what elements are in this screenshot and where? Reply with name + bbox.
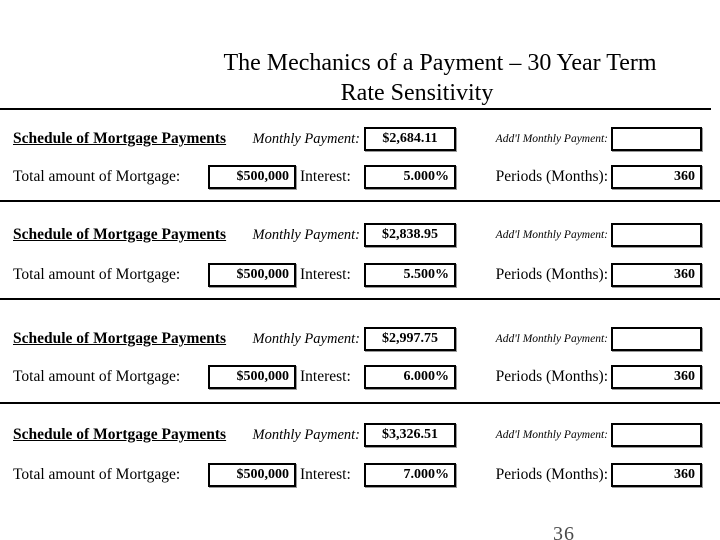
addl-payment-field	[611, 223, 702, 247]
monthly-payment-label: Monthly Payment:	[252, 131, 360, 147]
mortgage-value: $500,000	[208, 463, 296, 487]
addl-payment-field	[611, 127, 702, 151]
interest-label: Interest:	[300, 466, 351, 483]
monthly-payment-label: Monthly Payment:	[252, 331, 360, 347]
schedule-header: Schedule of Mortgage Payments	[13, 130, 227, 147]
addl-payment-field	[611, 327, 702, 351]
periods-label: Periods (Months):	[495, 266, 608, 283]
monthly-payment-value: $3,326.51	[364, 423, 456, 447]
addl-payment-field	[611, 423, 702, 447]
page-number: 36	[553, 523, 575, 540]
slide-title-line1: The Mechanics of a Payment – 30 Year Ter…	[223, 50, 657, 76]
mortgage-value: $500,000	[208, 365, 296, 389]
interest-value: 7.000%	[364, 463, 456, 487]
interest-value: 5.000%	[364, 165, 456, 189]
schedule-header: Schedule of Mortgage Payments	[13, 330, 227, 347]
interest-value: 6.000%	[364, 365, 456, 389]
addl-payment-label: Add'l Monthly Payment:	[495, 229, 608, 241]
schedule-header: Schedule of Mortgage Payments	[13, 226, 227, 243]
interest-value: 5.500%	[364, 263, 456, 287]
addl-payment-label: Add'l Monthly Payment:	[495, 429, 608, 441]
rate-section-5000: Schedule of Mortgage Payments Monthly Pa…	[0, 120, 720, 202]
monthly-payment-label: Monthly Payment:	[252, 427, 360, 443]
rate-section-6000: Schedule of Mortgage Payments Monthly Pa…	[0, 300, 720, 404]
mortgage-value: $500,000	[208, 165, 296, 189]
total-mortgage-label: Total amount of Mortgage:	[13, 168, 181, 185]
periods-value: 360	[611, 263, 702, 287]
title-underline	[0, 108, 711, 110]
interest-label: Interest:	[300, 168, 351, 185]
total-mortgage-label: Total amount of Mortgage:	[13, 368, 181, 385]
periods-label: Periods (Months):	[495, 466, 608, 483]
periods-value: 360	[611, 463, 702, 487]
slide-title-line2: Rate Sensitivity	[340, 80, 494, 106]
periods-value: 360	[611, 365, 702, 389]
total-mortgage-label: Total amount of Mortgage:	[13, 466, 181, 483]
periods-label: Periods (Months):	[495, 168, 608, 185]
rate-section-7000: Schedule of Mortgage Payments Monthly Pa…	[0, 404, 720, 514]
total-mortgage-label: Total amount of Mortgage:	[13, 266, 181, 283]
mortgage-value: $500,000	[208, 263, 296, 287]
rate-section-5500: Schedule of Mortgage Payments Monthly Pa…	[0, 202, 720, 300]
monthly-payment-label: Monthly Payment:	[252, 227, 360, 243]
monthly-payment-value: $2,684.11	[364, 127, 456, 151]
addl-payment-label: Add'l Monthly Payment:	[495, 333, 608, 345]
slide-title: The Mechanics of a Payment – 30 Year Ter…	[160, 48, 720, 108]
periods-value: 360	[611, 165, 702, 189]
monthly-payment-value: $2,838.95	[364, 223, 456, 247]
periods-label: Periods (Months):	[495, 368, 608, 385]
schedule-header: Schedule of Mortgage Payments	[13, 426, 227, 443]
monthly-payment-value: $2,997.75	[364, 327, 456, 351]
interest-label: Interest:	[300, 368, 351, 385]
addl-payment-label: Add'l Monthly Payment:	[495, 133, 608, 145]
interest-label: Interest:	[300, 266, 351, 283]
